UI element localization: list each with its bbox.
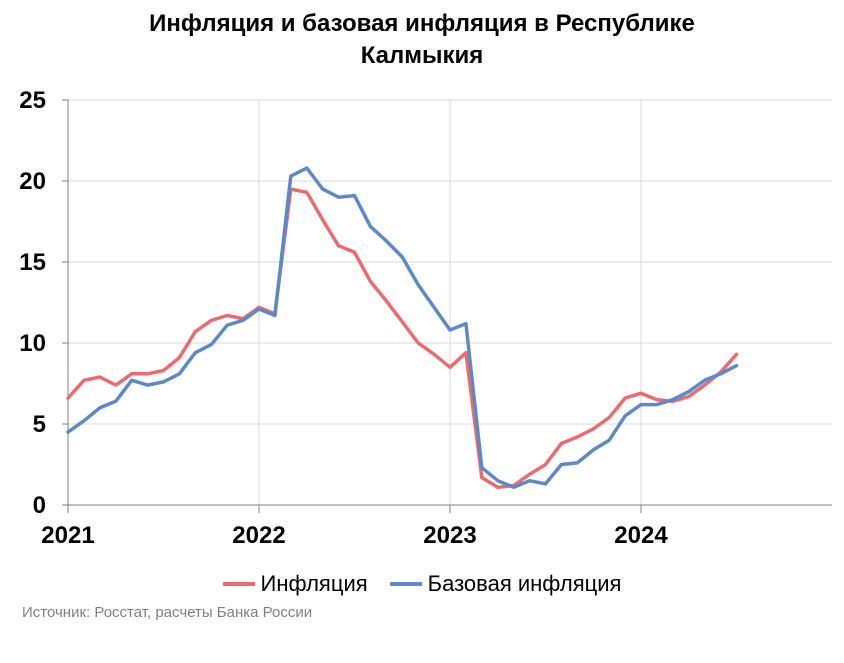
y-tick-label: 0 [33, 492, 46, 519]
x-tick-label: 2024 [614, 522, 668, 549]
y-tick-label: 10 [19, 330, 46, 357]
chart-title-line-1: Инфляция и базовая инфляция в Республике [149, 10, 695, 37]
y-tick-labels: 0 5 10 15 20 25 [19, 87, 46, 519]
x-tick-label: 2021 [41, 522, 94, 549]
series-line-core-inflation [66, 166, 739, 489]
legend: Инфляция Базовая инфляция [0, 568, 844, 600]
series-line-inflation [66, 187, 739, 489]
y-tick-label: 20 [19, 168, 46, 195]
legend-swatch-inflation [222, 582, 255, 586]
x-tick-label: 2022 [232, 522, 285, 549]
axes [62, 99, 832, 513]
legend-item-core-inflation: Базовая инфляция [389, 571, 622, 597]
y-tick-label: 15 [19, 249, 46, 276]
chart-title-line-2: Калмыкия [360, 42, 484, 69]
grid-lines [68, 99, 832, 505]
y-tick-label: 25 [19, 87, 46, 114]
chart-title: Инфляция и базовая инфляция в Республике… [0, 8, 844, 72]
x-tick-label: 2023 [423, 522, 476, 549]
legend-label-inflation: Инфляция [260, 571, 368, 596]
legend-label-core-inflation: Базовая инфляция [427, 571, 622, 596]
source-note: Источник: Росстат, расчеты Банка России [22, 604, 313, 621]
y-tick-label: 5 [33, 411, 46, 438]
legend-item-inflation: Инфляция [222, 571, 368, 597]
series-lines [66, 166, 739, 489]
x-tick-labels: 2021 2022 2023 2024 [41, 522, 668, 549]
legend-swatch-core-inflation [389, 582, 422, 586]
